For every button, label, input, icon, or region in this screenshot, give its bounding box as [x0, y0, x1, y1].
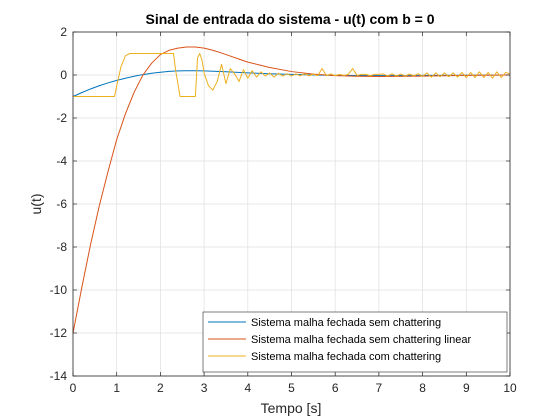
y-tick-label: 0 — [60, 68, 67, 82]
y-tick-label: -8 — [56, 240, 67, 254]
series-layer — [72, 46, 511, 334]
x-tick-label: 7 — [376, 381, 383, 395]
x-tick-label: 5 — [288, 381, 295, 395]
x-tick-label: 3 — [201, 381, 208, 395]
x-tick-label: 9 — [463, 381, 470, 395]
y-axis-label: u(t) — [28, 194, 44, 215]
y-tick-label: -14 — [50, 369, 68, 383]
x-tick-label: 2 — [157, 381, 164, 395]
y-tick-label: -4 — [56, 154, 67, 168]
y-tick-label: 2 — [60, 25, 67, 39]
x-tick-label: 8 — [419, 381, 426, 395]
y-tick-label: -10 — [50, 283, 68, 297]
x-tick-labels: 0 1 2 3 4 5 6 7 8 9 10 — [70, 381, 517, 395]
y-tick-label: -12 — [50, 326, 68, 340]
series-line-1 — [72, 46, 511, 334]
x-tick-label: 6 — [332, 381, 339, 395]
y-tick-label: -2 — [56, 111, 67, 125]
y-tick-labels: 2 0 -2 -4 -6 -8 -10 -12 -14 — [50, 25, 68, 383]
x-tick-label: 1 — [113, 381, 120, 395]
y-tick-label: -6 — [56, 197, 67, 211]
legend-entry-1: Sistema malha fechada sem chattering lin… — [251, 334, 471, 346]
series-line-2 — [73, 53, 511, 97]
chart-title: Sinal de entrada do sistema - u(t) com b… — [145, 11, 434, 27]
ticks — [72, 31, 511, 377]
x-tick-label: 4 — [244, 381, 251, 395]
legend-box — [202, 311, 508, 373]
x-tick-label: 10 — [503, 381, 517, 395]
x-axis-label: Tempo [s] — [261, 400, 322, 416]
x-tick-label: 0 — [70, 381, 77, 395]
legend-entry-2: Sistema malha fechada com chattering — [251, 351, 441, 363]
legend-entry-0: Sistema malha fechada sem chattering — [251, 317, 441, 329]
legend: Sistema malha fechada sem chattering Sis… — [202, 311, 508, 373]
